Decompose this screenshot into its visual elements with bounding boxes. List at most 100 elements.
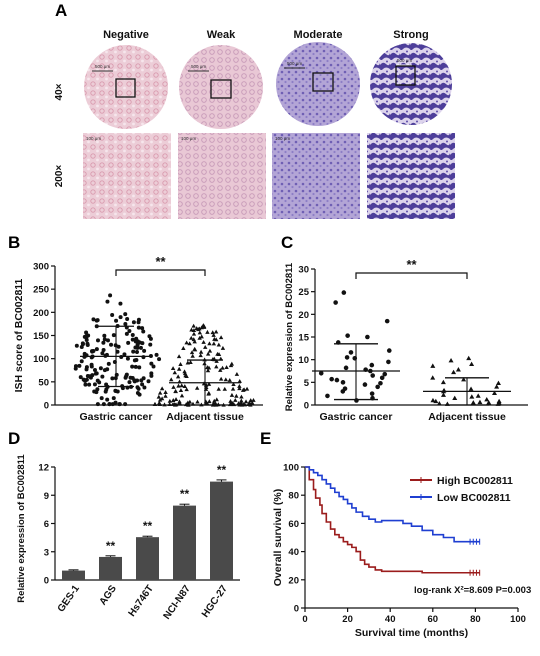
data-point — [191, 328, 197, 333]
data-point — [206, 382, 212, 386]
data-point — [94, 318, 99, 323]
data-point — [128, 375, 133, 380]
data-point — [341, 290, 347, 295]
data-point — [135, 342, 140, 347]
data-point — [247, 400, 252, 405]
data-point — [386, 348, 392, 353]
y-axis-label: Relative expression of BC002811 — [16, 454, 27, 603]
y-tick-label: 0 — [294, 604, 299, 615]
significance-label: ** — [217, 463, 227, 477]
data-point — [182, 371, 188, 376]
data-point — [136, 320, 141, 325]
data-point — [220, 365, 225, 370]
data-point — [212, 401, 218, 406]
data-point — [233, 398, 238, 402]
x-category-label: Adjacent tissue — [428, 411, 506, 423]
y-axis-label: Relative expression of BC002811 — [284, 262, 295, 411]
panel-letter-a: A — [55, 1, 67, 20]
data-point — [222, 386, 227, 391]
data-point — [141, 329, 146, 334]
data-point — [466, 355, 472, 361]
data-point — [237, 383, 242, 388]
data-point — [195, 399, 200, 404]
data-point — [123, 312, 128, 317]
survival-curve — [305, 466, 480, 543]
data-point — [85, 342, 90, 347]
data-point — [196, 327, 201, 332]
data-point — [94, 324, 99, 329]
data-point — [167, 402, 172, 406]
data-point — [178, 362, 183, 366]
data-point — [148, 336, 153, 341]
panelA-col-negative: Negative — [103, 29, 149, 41]
data-point — [211, 341, 217, 346]
bar — [62, 570, 85, 580]
data-point — [118, 301, 123, 306]
y-tick-label: 12 — [38, 463, 49, 474]
data-point — [83, 382, 88, 387]
data-point — [343, 365, 349, 371]
data-point — [348, 350, 354, 355]
data-point — [179, 393, 185, 398]
data-point — [430, 375, 436, 380]
data-point — [100, 374, 105, 379]
data-point — [227, 402, 233, 407]
panelA-col-weak: Weak — [207, 29, 236, 41]
y-tick-label: 20 — [298, 310, 309, 321]
data-point — [378, 380, 383, 386]
bar — [210, 481, 233, 580]
data-point — [91, 317, 96, 322]
data-point — [95, 338, 100, 343]
data-point — [101, 340, 106, 345]
data-point — [375, 384, 380, 390]
data-point — [149, 361, 154, 366]
data-point — [191, 331, 197, 336]
y-tick-label: 15 — [298, 333, 309, 344]
data-point — [137, 392, 142, 397]
data-point — [318, 370, 324, 376]
significance-bracket — [355, 272, 468, 279]
data-point — [101, 402, 106, 407]
data-point — [213, 329, 219, 334]
scalebar-label: 500 μm — [191, 64, 206, 69]
data-point — [182, 384, 188, 388]
data-point — [190, 353, 195, 358]
data-point — [234, 393, 239, 398]
data-point — [83, 378, 88, 383]
data-point — [370, 373, 376, 378]
data-point — [239, 394, 244, 399]
data-point — [212, 398, 217, 403]
panelD-chart: 0 3 6 9 12 Relative expression of BC002811 GES… — [16, 454, 240, 622]
data-point — [210, 330, 215, 335]
data-point — [455, 367, 461, 372]
data-point — [111, 396, 116, 401]
panelA-core-strong — [370, 43, 452, 125]
data-point — [239, 402, 245, 407]
data-point — [369, 391, 375, 396]
y-tick-label: 3 — [44, 547, 49, 558]
data-point — [110, 312, 115, 317]
data-point — [77, 363, 82, 368]
data-point — [130, 364, 135, 369]
data-point — [142, 348, 147, 353]
data-point — [215, 351, 220, 356]
data-point — [248, 402, 253, 407]
data-point — [192, 346, 197, 351]
data-point — [344, 355, 350, 360]
data-point — [216, 386, 221, 391]
data-point — [184, 340, 189, 345]
data-point — [468, 386, 474, 391]
data-point — [379, 375, 385, 381]
data-point — [495, 380, 501, 386]
x-tick-label: 0 — [302, 614, 307, 625]
data-point — [123, 402, 128, 407]
data-point — [113, 400, 118, 405]
data-point — [197, 330, 203, 335]
data-point — [202, 324, 207, 329]
data-point — [111, 333, 116, 338]
data-point — [133, 364, 138, 369]
data-point — [494, 384, 500, 389]
panelA-zoom-weak — [178, 133, 266, 219]
data-point — [486, 400, 492, 405]
